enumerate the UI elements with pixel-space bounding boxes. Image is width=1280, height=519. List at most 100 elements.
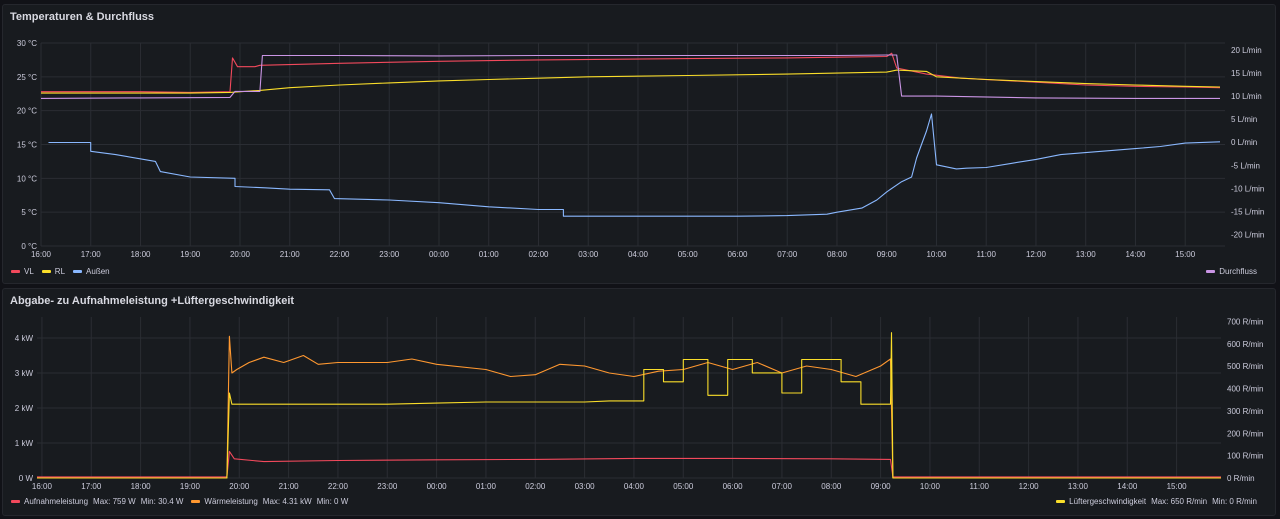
y-left-tick-label: 25 °C [17, 73, 37, 82]
y-right-tick-label: -15 L/min [1231, 207, 1264, 216]
legend-item[interactable]: Aufnahmeleistung Max: 759 W Min: 30.4 W [11, 497, 183, 506]
x-tick-label: 12:00 [1019, 482, 1040, 491]
panel-title[interactable]: Abgabe- zu Aufnahmeleistung +Lüftergesch… [10, 295, 295, 307]
temperature-flow-panel: Temperaturen & Durchfluss 16:00 17:00 18:0… [2, 4, 1276, 284]
x-tick-label: 08:00 [821, 482, 842, 491]
legend-label: Außen [86, 267, 110, 276]
y-left-tick-label: 2 kW [15, 404, 34, 413]
legend-item[interactable]: VL [11, 267, 34, 276]
y-right-tick-label: 5 L/min [1231, 115, 1257, 124]
y-right-tick-label: 20 L/min [1231, 46, 1262, 55]
y-right-tick-label: 700 R/min [1227, 317, 1263, 326]
x-tick-label: 05:00 [678, 250, 699, 259]
legend-item[interactable]: Außen [73, 267, 110, 276]
x-tick-label: 02:00 [525, 482, 546, 491]
y-right-tick-label: 0 L/min [1231, 138, 1257, 147]
legend-max: Max: 4.31 kW [262, 497, 312, 506]
x-tick-label: 06:00 [723, 482, 744, 491]
x-tick-label: 22:00 [329, 250, 350, 259]
x-tick-label: 00:00 [427, 482, 448, 491]
x-tick-label: 09:00 [877, 250, 898, 259]
legend-swatch [191, 500, 201, 503]
legend-max: Max: 759 W [93, 497, 136, 506]
x-tick-label: 13:00 [1068, 482, 1089, 491]
legend-label: VL [24, 267, 34, 276]
y-left-tick-label: 15 °C [17, 141, 37, 150]
y-right-tick-label: 600 R/min [1227, 340, 1263, 349]
x-tick-label: 00:00 [429, 250, 450, 259]
x-tick-label: 09:00 [871, 482, 892, 491]
y-left-tick-label: 4 kW [15, 334, 34, 343]
legend-min: Min: 0 R/min [1212, 497, 1257, 506]
legend-swatch [1056, 500, 1066, 503]
series-line-außen [48, 113, 1221, 217]
y-left-tick-label: 0 °C [21, 242, 37, 251]
legend-swatch [11, 500, 20, 503]
y-left-tick-label: 20 °C [17, 107, 37, 116]
x-tick-label: 05:00 [673, 482, 694, 491]
y-right-tick-label: -10 L/min [1231, 184, 1264, 193]
x-tick-label: 04:00 [624, 482, 645, 491]
legend-right: Lüftergeschwindigkeit Max: 650 R/min Min: … [1056, 497, 1265, 506]
x-tick-label: 07:00 [772, 482, 793, 491]
series-line-durchfluss [40, 54, 1220, 99]
x-tick-label: 18:00 [130, 250, 151, 259]
legend-swatch [73, 270, 83, 273]
x-tick-label: 22:00 [328, 482, 349, 491]
y-right-tick-label: 10 L/min [1231, 92, 1262, 101]
power-fan-panel: Abgabe- zu Aufnahmeleistung +Lüftergesch… [2, 288, 1276, 516]
legend-swatch [41, 270, 51, 273]
y-right-tick-label: -5 L/min [1231, 161, 1260, 170]
x-tick-label: 16:00 [31, 250, 52, 259]
x-tick-label: 15:00 [1175, 250, 1196, 259]
x-tick-label: 06:00 [727, 250, 748, 259]
legend-swatch [11, 270, 20, 273]
legend-item[interactable]: RL [41, 267, 65, 276]
legend-item[interactable]: Lüftergeschwindigkeit Max: 650 R/min Min: … [1056, 497, 1257, 506]
x-tick-label: 04:00 [628, 250, 649, 259]
series-line-rl [41, 69, 1221, 94]
x-tick-label: 16:00 [32, 482, 53, 491]
legend-label: Durchfluss [1219, 267, 1257, 276]
x-tick-label: 03:00 [575, 482, 596, 491]
x-tick-label: 01:00 [479, 250, 500, 259]
y-right-tick-label: -20 L/min [1231, 230, 1264, 239]
legend-item[interactable]: Durchfluss [1206, 267, 1257, 276]
x-tick-label: 08:00 [827, 250, 848, 259]
y-right-tick-label: 400 R/min [1227, 385, 1263, 394]
y-left-tick-label: 3 kW [15, 369, 34, 378]
legend-left: VL RL Außen [11, 267, 118, 276]
y-right-tick-label: 500 R/min [1227, 362, 1263, 371]
series-line-wärmeleistung [37, 335, 1221, 479]
x-tick-label: 19:00 [180, 250, 201, 259]
x-tick-label: 03:00 [578, 250, 599, 259]
x-tick-label: 20:00 [230, 250, 251, 259]
x-tick-label: 10:00 [920, 482, 941, 491]
legend-label: Lüftergeschwindigkeit [1069, 497, 1147, 506]
x-tick-label: 20:00 [229, 482, 250, 491]
x-tick-label: 21:00 [279, 482, 300, 491]
x-tick-label: 23:00 [377, 482, 398, 491]
y-left-tick-label: 0 W [19, 474, 34, 483]
x-tick-label: 07:00 [777, 250, 798, 259]
x-tick-label: 02:00 [528, 250, 549, 259]
x-tick-label: 11:00 [970, 482, 990, 491]
legend-item[interactable]: Wärmeleistung Max: 4.31 kW Min: 0 W [191, 497, 348, 506]
x-tick-label: 15:00 [1167, 482, 1188, 491]
x-tick-label: 12:00 [1026, 250, 1047, 259]
x-tick-label: 13:00 [1076, 250, 1097, 259]
panel-title[interactable]: Temperaturen & Durchfluss [10, 11, 155, 23]
legend-label: Wärmeleistung [204, 497, 258, 506]
x-tick-label: 11:00 [976, 250, 996, 259]
x-tick-label: 01:00 [476, 482, 497, 491]
legend-right: Durchfluss [1206, 267, 1265, 276]
legend-min: Min: 30.4 W [140, 497, 184, 506]
legend-max: Max: 650 R/min [1151, 497, 1208, 506]
series-line-vl [41, 52, 1221, 93]
x-tick-label: 18:00 [131, 482, 152, 491]
x-tick-label: 14:00 [1125, 250, 1146, 259]
series-line-aufnahmeleistung [37, 450, 1221, 478]
power-fan-chart: 16:00 17:00 18:00 19:00 20:00 21:00 22:00 23:00… [15, 317, 1263, 491]
legend-left: Aufnahmeleistung Max: 759 W Min: 30.4 W Wär… [11, 497, 356, 506]
legend-swatch [1206, 270, 1216, 273]
